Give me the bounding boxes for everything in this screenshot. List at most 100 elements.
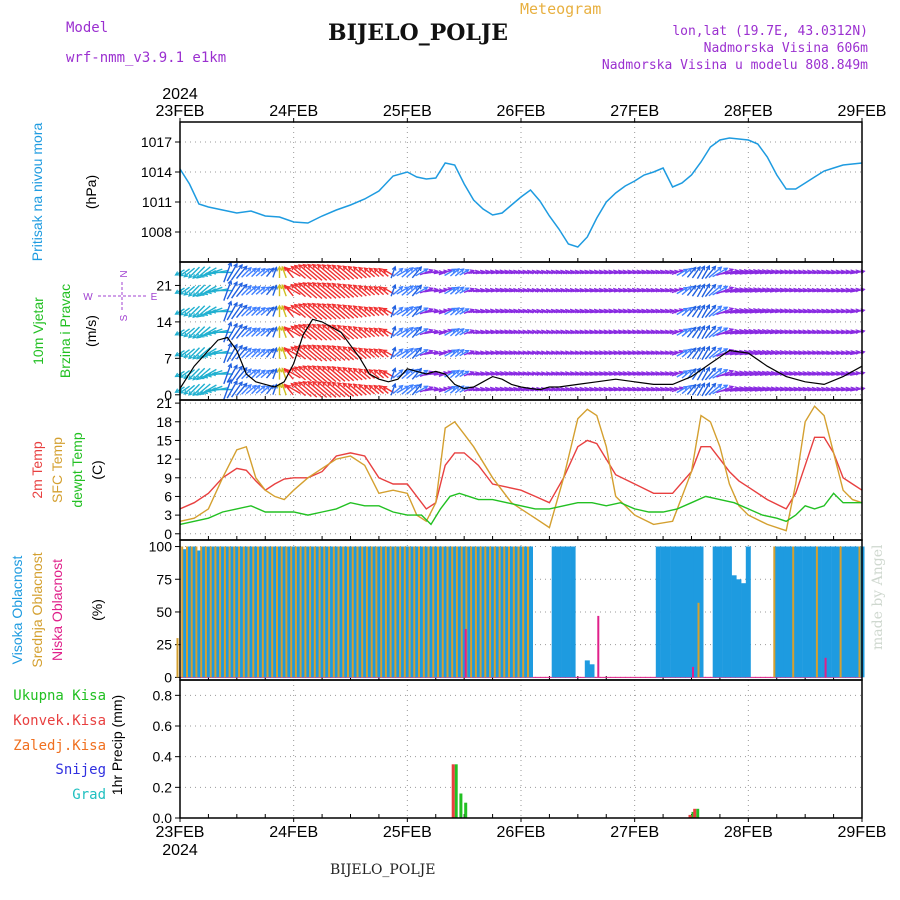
- wind-arrow: [595, 387, 608, 392]
- high-cloud-bar: [224, 546, 230, 678]
- high-cloud-bar: [509, 546, 514, 678]
- year-label-bottom: 2024: [162, 842, 198, 859]
- wind-arrow: [486, 288, 500, 293]
- compass-n: N: [119, 270, 130, 277]
- wind-arrow: [804, 330, 816, 334]
- high-cloud-bar: [447, 546, 453, 678]
- wind-arrow: [327, 264, 346, 281]
- wind-arrowhead: [188, 333, 193, 339]
- wind-arrow: [223, 301, 232, 322]
- wind-arrowhead: [188, 354, 193, 360]
- wind-arrow: [789, 288, 802, 293]
- wind-arrowhead: [199, 390, 205, 395]
- wind-arrow: [260, 328, 270, 337]
- wind-arrowhead: [255, 327, 261, 333]
- wind-arrow: [530, 309, 541, 314]
- wind-arrow: [200, 285, 217, 296]
- wind-arrowhead: [321, 381, 327, 387]
- wind-arrow: [845, 270, 860, 275]
- wind-arrow: [832, 351, 845, 355]
- wind-arrow: [539, 309, 550, 314]
- wind-arrowhead: [210, 329, 216, 335]
- wind-arrow: [226, 302, 238, 321]
- mid-cloud-bar: [839, 546, 842, 678]
- wind-arrow: [657, 330, 669, 334]
- wind-arrowhead: [408, 326, 414, 332]
- mid-cloud-bar: [181, 546, 184, 678]
- wind-arrow: [799, 270, 812, 275]
- mid-cloud-bar: [294, 546, 297, 678]
- wind-arrow: [317, 264, 337, 281]
- wind-arrow: [226, 281, 238, 300]
- wind-arrow: [729, 288, 748, 293]
- wind-arrow: [188, 347, 200, 359]
- wind-arrowhead: [199, 273, 205, 278]
- wind-arrow: [676, 268, 688, 277]
- wind-arrowhead: [717, 266, 723, 272]
- wind-arrow: [666, 330, 679, 334]
- wind-arrowhead: [378, 285, 384, 291]
- wind-arrow: [281, 347, 287, 359]
- wind-arrow: [463, 387, 475, 393]
- high-cloud-bar: [835, 546, 841, 678]
- pressure-ylabel: (hPa): [83, 175, 99, 209]
- wind-arrow: [283, 326, 294, 338]
- wind-arrow: [468, 289, 480, 293]
- wind-arrow: [657, 309, 669, 314]
- wind-arrow: [454, 349, 465, 358]
- wind-arrow: [500, 309, 513, 314]
- high-cloud-bar: [295, 546, 301, 678]
- wind-arrowhead: [199, 353, 205, 359]
- wind-arrow: [419, 269, 433, 276]
- mid-cloud-bar: [474, 546, 477, 678]
- wind-arrowhead: [192, 334, 198, 339]
- wind-arrow: [657, 289, 669, 293]
- high-cloud-bar: [428, 546, 434, 678]
- wind-arrow: [558, 387, 570, 392]
- wind-arrowhead: [307, 365, 313, 371]
- wind-arrow: [392, 306, 404, 316]
- wind-arrow: [662, 289, 674, 293]
- high-cloud-bar: [182, 549, 188, 678]
- wind-arrowhead: [368, 348, 374, 353]
- wind-arrow: [619, 372, 632, 376]
- wind-arrow: [188, 284, 200, 297]
- wind-arrowhead: [285, 385, 291, 390]
- wind-arrow: [712, 348, 728, 359]
- cloud-legend-0: Visoka Oblacnost: [9, 556, 25, 665]
- wind-arrow: [553, 351, 565, 355]
- wind-arrow: [260, 348, 270, 358]
- wind-arrowhead: [700, 283, 706, 289]
- wind-arrowhead: [316, 302, 322, 308]
- high-cloud-bar: [201, 546, 207, 678]
- mid-cloud-bar: [195, 546, 198, 678]
- wind-arrow: [477, 387, 490, 392]
- high-cloud-bar: [400, 546, 406, 678]
- wind-arrowhead: [269, 327, 275, 333]
- xtick-label-bottom: 25FEB: [383, 824, 432, 841]
- wind-arrow: [294, 303, 312, 319]
- wind-arrow: [231, 282, 243, 299]
- wind-arrowhead: [459, 307, 465, 312]
- conv-precip-bar: [451, 764, 455, 818]
- wind-arrowhead: [276, 283, 282, 289]
- wind-arrow: [481, 372, 495, 376]
- wind-arrowhead: [373, 285, 379, 291]
- wind-arrow: [490, 288, 504, 293]
- wind-arrow: [586, 387, 598, 392]
- wind-arrow: [368, 348, 380, 358]
- wind-arrow: [312, 323, 332, 341]
- mid-cloud-bar: [304, 546, 307, 678]
- high-cloud-bar: [329, 546, 335, 678]
- wind-arrow: [495, 309, 509, 314]
- wind-arrow: [652, 289, 665, 293]
- wind-arrowhead: [382, 370, 388, 375]
- wind-arrow: [281, 368, 287, 380]
- wind-arrow: [548, 289, 560, 293]
- high-cloud-bar: [731, 575, 737, 678]
- mid-cloud-bar: [328, 546, 331, 678]
- wind-arrow: [454, 268, 465, 277]
- wind-arrow: [799, 387, 812, 392]
- wind-arrowhead: [464, 329, 470, 334]
- wind-arrow: [449, 286, 460, 295]
